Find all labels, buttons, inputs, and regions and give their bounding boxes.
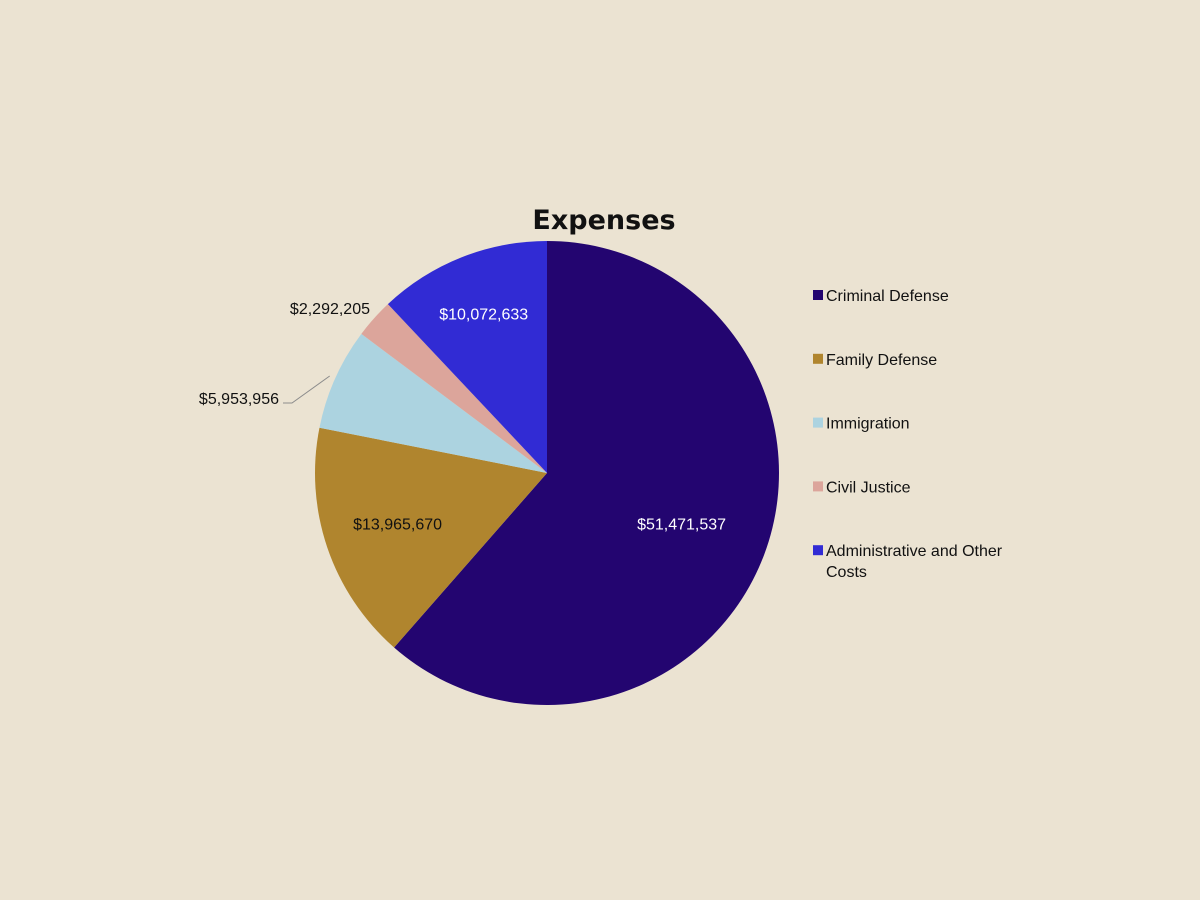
legend-item-immigration: Immigration xyxy=(813,416,910,433)
legend-swatch-administrative-and-other-costs xyxy=(813,545,823,556)
leader-line-immigration xyxy=(283,375,330,404)
legend-label-family-defense: Family Defense xyxy=(826,352,937,369)
value-label-administrative-and-other-costs: $10,072,633 xyxy=(439,306,528,323)
legend-label-administrative-and-other-costs: Administrative and Other Costs xyxy=(826,543,1003,581)
pie-slice-family-defense xyxy=(315,427,547,648)
legend: Criminal Defense Family Defense Immigratio… xyxy=(813,288,1003,581)
legend-swatch-civil-justice xyxy=(813,481,823,492)
legend-item-criminal-defense: Criminal Defense xyxy=(813,288,949,305)
legend-label-immigration: Immigration xyxy=(826,416,910,433)
pie-slices xyxy=(315,241,779,705)
value-label-immigration: $5,953,956 xyxy=(199,391,279,408)
legend-item-administrative-and-other-costs: Administrative and Other Costs xyxy=(813,543,1003,581)
legend-label-criminal-defense: Criminal Defense xyxy=(826,288,949,305)
pie-slice-immigration xyxy=(319,333,547,473)
pie-slice-administrative-and-other-costs xyxy=(387,241,547,473)
chart-title: Expenses xyxy=(532,205,675,236)
pie-slice-civil-justice xyxy=(361,304,547,473)
legend-item-civil-justice: Civil Justice xyxy=(813,479,911,496)
legend-swatch-family-defense xyxy=(813,353,823,364)
pie-slice-criminal-defense xyxy=(394,241,779,705)
value-labels: $51,471,537 $13,965,670 $5,953,956 $2,292,2… xyxy=(199,301,726,534)
legend-label-civil-justice: Civil Justice xyxy=(826,479,911,496)
leader-lines xyxy=(283,375,330,404)
legend-item-family-defense: Family Defense xyxy=(813,352,937,369)
value-label-civil-justice: $2,292,205 xyxy=(290,301,370,318)
value-label-family-defense: $13,965,670 xyxy=(353,517,442,534)
legend-swatch-criminal-defense xyxy=(813,290,823,300)
value-label-criminal-defense: $51,471,537 xyxy=(637,517,726,534)
legend-swatch-immigration xyxy=(813,417,823,428)
